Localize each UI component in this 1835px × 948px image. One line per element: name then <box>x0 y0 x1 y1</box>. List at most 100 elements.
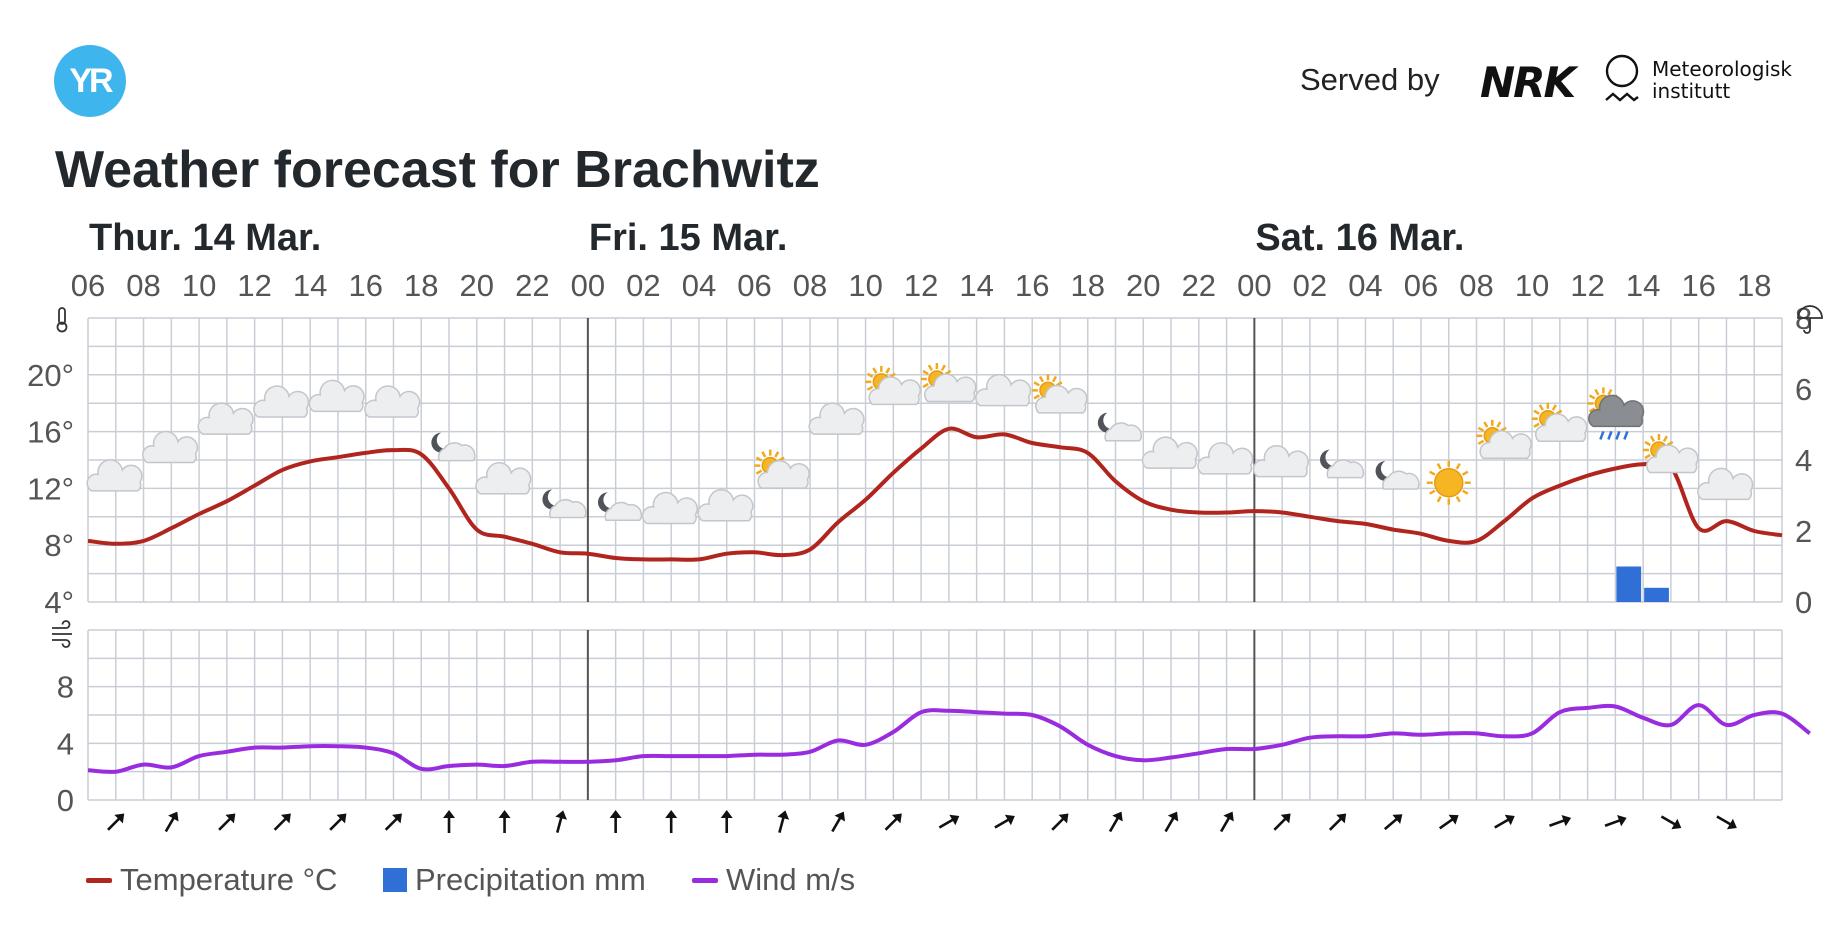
wind-arrow-icon <box>329 813 347 831</box>
thermometer-icon <box>56 307 68 333</box>
wind-arrow-icon <box>1273 813 1291 831</box>
wind-arrow-icon <box>1108 811 1123 833</box>
partly-cloudy-night-icon <box>1320 449 1365 479</box>
nrk-logo[interactable]: NRK <box>1480 58 1576 107</box>
hour-tick-label: 14 <box>293 268 327 303</box>
legend-temperature-label: Temperature °C <box>120 862 338 897</box>
wind-arrow-icon <box>994 814 1015 829</box>
legend-wind[interactable]: Wind m/s <box>692 862 855 898</box>
wind-arrow-icon <box>443 810 456 833</box>
served-by-label: Served by <box>1300 62 1440 97</box>
hour-tick-label: 02 <box>1293 268 1327 303</box>
temp-tick-label: 12° <box>27 471 74 506</box>
clear-sky-day-icon <box>1426 460 1471 505</box>
legend-temperature[interactable]: Temperature °C <box>86 862 337 898</box>
cloudy-icon <box>86 459 143 492</box>
met-logo-line2: institutt <box>1652 79 1731 103</box>
wind-arrow-icon <box>1328 813 1347 831</box>
cloudy-icon <box>697 488 754 522</box>
partly-cloudy-night-icon <box>1097 412 1143 442</box>
wind-icon <box>52 620 72 648</box>
wind-arrow-icon <box>1716 815 1737 830</box>
wind-tick-label: 0 <box>57 783 74 818</box>
partly-cloudy-day-icon <box>754 449 810 489</box>
wind-arrow-icon <box>384 813 402 831</box>
hour-tick-label: 08 <box>126 268 160 303</box>
hour-tick-label: 10 <box>848 268 882 303</box>
day-label: Thur. 14 Mar. <box>89 217 321 259</box>
wind-arrow-icon <box>164 811 179 833</box>
page-title: Weather forecast for Brachwitz <box>55 141 820 199</box>
wind-arrow-icon <box>1219 811 1234 833</box>
wind-arrow-icon <box>884 813 902 831</box>
cloudy-icon <box>975 373 1032 407</box>
cloudy-icon <box>1141 436 1198 469</box>
cloudy-icon <box>641 491 698 525</box>
hour-tick-label: 00 <box>571 268 605 303</box>
hour-tick-label: 14 <box>1626 268 1660 303</box>
hour-tick-label: 16 <box>348 268 382 303</box>
partly-cloudy-day-icon <box>1476 419 1532 460</box>
met-logo-line1: Meteorologisk <box>1652 57 1793 81</box>
wind-arrow-icon <box>1604 814 1627 827</box>
legend-precipitation[interactable]: Precipitation mm <box>383 862 646 898</box>
temp-tick-label: 4° <box>44 585 74 620</box>
wind-tick-label: 8 <box>57 670 74 705</box>
hour-tick-label: 12 <box>904 268 938 303</box>
temp-tick-label: 16° <box>27 415 74 450</box>
partly-cloudy-day-icon <box>1642 434 1699 474</box>
precip-tick-label: 0 <box>1795 585 1812 620</box>
hour-tick-label: 10 <box>1515 268 1549 303</box>
yr-logo[interactable]: YR <box>54 45 126 117</box>
wind-arrow-icon <box>1438 814 1459 830</box>
day-label: Fri. 15 Mar. <box>589 217 788 259</box>
wind-line <box>87 703 1812 774</box>
wind-arrow-icon <box>609 810 622 833</box>
hour-tick-label: 00 <box>1237 268 1271 303</box>
wind-arrow-icon <box>1051 813 1069 831</box>
wind-series <box>87 703 1812 774</box>
hour-tick-label: 18 <box>1070 268 1104 303</box>
legend-temperature-swatch <box>86 877 112 883</box>
hour-tick-label: 08 <box>1459 268 1493 303</box>
hour-tick-label: 02 <box>626 268 660 303</box>
wind-arrow-icon <box>218 813 236 831</box>
wind-tick-label: 4 <box>57 726 74 761</box>
wind-arrow-icon <box>665 810 678 833</box>
hour-tick-label: 04 <box>1348 268 1382 303</box>
hour-tick-label: 22 <box>515 268 549 303</box>
wind-arrow-icon <box>1494 814 1515 829</box>
wind-arrow-icon <box>273 813 291 831</box>
partly-cloudy-night-icon <box>597 492 643 522</box>
hour-tick-label: 06 <box>71 268 105 303</box>
hour-tick-label: 18 <box>404 268 438 303</box>
weather-symbols <box>86 363 1754 525</box>
met-institute-logo[interactable]: Meteorologisk institutt <box>1652 58 1792 102</box>
precipitation-bar <box>1644 587 1669 602</box>
partly-cloudy-night-icon <box>431 432 476 462</box>
precipitation-bars <box>1616 566 1669 602</box>
precip-tick-label: 2 <box>1795 514 1812 549</box>
partly-cloudy-day-icon <box>1031 374 1088 414</box>
cloudy-icon <box>197 402 254 435</box>
hour-tick-label: 10 <box>182 268 216 303</box>
hour-tick-label: 16 <box>1015 268 1049 303</box>
legend-precipitation-label: Precipitation mm <box>415 862 646 897</box>
legend-wind-label: Wind m/s <box>726 862 856 897</box>
cloudy-icon <box>308 379 365 413</box>
rain-showers-day-icon <box>1587 387 1645 440</box>
hour-tick-label: 12 <box>237 268 271 303</box>
met-institute-logo-icon <box>1605 54 1639 102</box>
hour-tick-label: 08 <box>793 268 827 303</box>
hour-tick-label: 20 <box>1126 268 1160 303</box>
wind-arrow-icon <box>555 810 567 833</box>
legend-precipitation-swatch <box>383 868 407 892</box>
cloudy-icon <box>808 402 865 435</box>
cloudy-icon <box>141 430 199 464</box>
wind-arrow-icon <box>1549 814 1572 827</box>
day-label: Sat. 16 Mar. <box>1255 217 1464 259</box>
hour-tick-label: 06 <box>1404 268 1438 303</box>
axis-labels: Thur. 14 Mar. Fri. 15 Mar. Sat. 16 Mar. 06 0… <box>27 217 1823 818</box>
hour-tick-label: 18 <box>1737 268 1771 303</box>
